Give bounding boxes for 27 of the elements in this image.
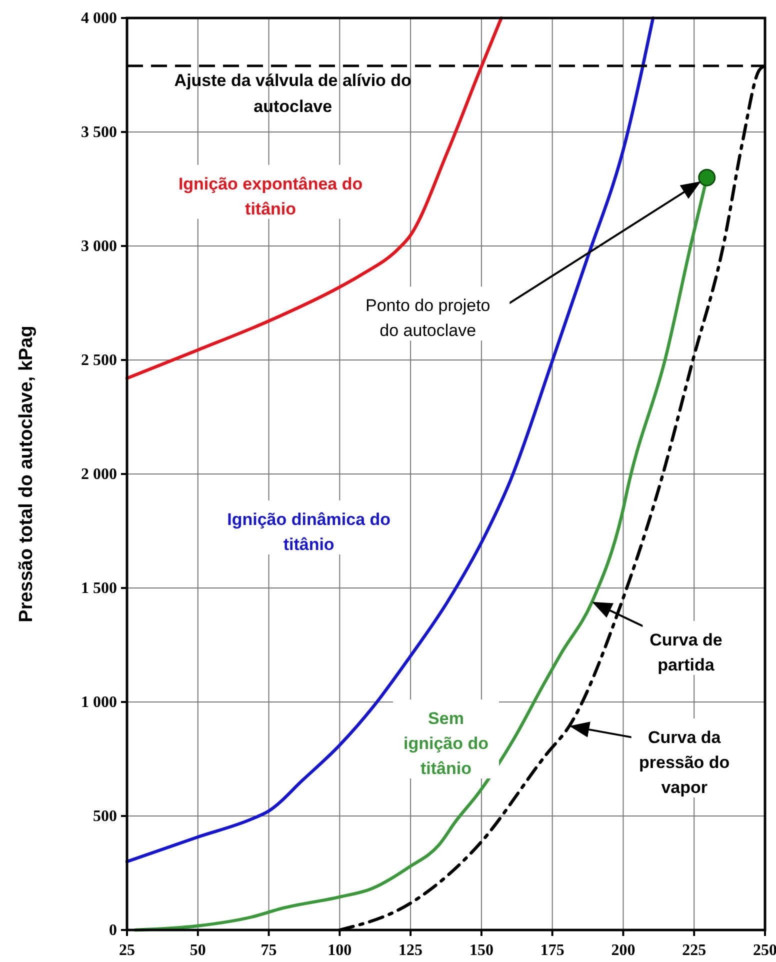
y-tick-label: 2 000 (81, 466, 117, 483)
y-tick-label: 3 000 (81, 238, 117, 255)
line-series (125, 16, 503, 380)
x-tick-label: 50 (190, 942, 206, 959)
y-axis-title: Pressão total do autoclave, kPag (16, 326, 37, 622)
annotation: Ponto do projeto do autoclave (365, 296, 490, 340)
y-tick-label: 0 (109, 922, 117, 939)
annotation: Ignição expontânea do titânio (178, 174, 363, 218)
annotation: Ignição dinâmica do titânio (227, 510, 391, 554)
ref-line-label: Ajuste da válvula de alívio do autoclave (174, 70, 412, 116)
x-tick-label: 175 (540, 942, 564, 959)
y-tick-label: 2 500 (81, 352, 117, 369)
y-tick-label: 500 (93, 808, 117, 825)
annotation: Curva da pressão do vapor (638, 728, 730, 797)
y-tick-label: 1 500 (81, 580, 117, 597)
x-tick-label: 25 (119, 942, 135, 959)
y-tick-label: 3 500 (81, 124, 117, 141)
y-tick-label: 4 000 (81, 10, 117, 27)
annotation: Sem ignição do titânio (404, 709, 488, 778)
annotation: Curva de partida (650, 630, 722, 674)
x-tick-label: 150 (469, 942, 494, 959)
y-tick-label: 1 000 (81, 694, 117, 711)
x-tick-label: 75 (260, 942, 277, 959)
x-tick-label: 125 (398, 942, 423, 959)
x-tick-label: 200 (611, 942, 636, 959)
x-tick-label: 100 (328, 942, 352, 959)
x-tick-label: 225 (682, 942, 706, 959)
